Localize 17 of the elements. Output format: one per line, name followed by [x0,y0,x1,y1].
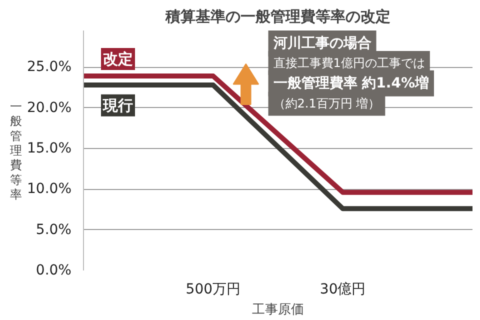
x-axis-title: 工事原価 [252,302,304,318]
annotation: 一般管理費率 約1.4%増 [273,74,429,92]
annotation: （約2.1百万円 増） [273,96,380,111]
series-label: 現行 [102,96,134,114]
x-tick-label: 500万円 [186,282,241,298]
x-tick-label: 30億円 [320,282,366,298]
annotation: 直接工事費1億円の工事では [273,56,425,70]
y-tick-label: 15.0% [27,140,72,156]
y-tick-label: 0.0% [36,262,72,278]
y-axis-title: 一般管理費等率 [10,99,22,202]
y-tick-label: 20.0% [27,100,72,116]
y-tick-label: 25.0% [27,59,72,76]
series-label: 改定 [103,50,134,68]
chart-title: 積算基準の一般管理費等率の改定 [164,8,390,26]
y-tick-label: 10.0% [27,181,72,198]
y-tick-label: 5.0% [36,222,72,238]
annotation: 河川工事の場合 [272,36,372,52]
